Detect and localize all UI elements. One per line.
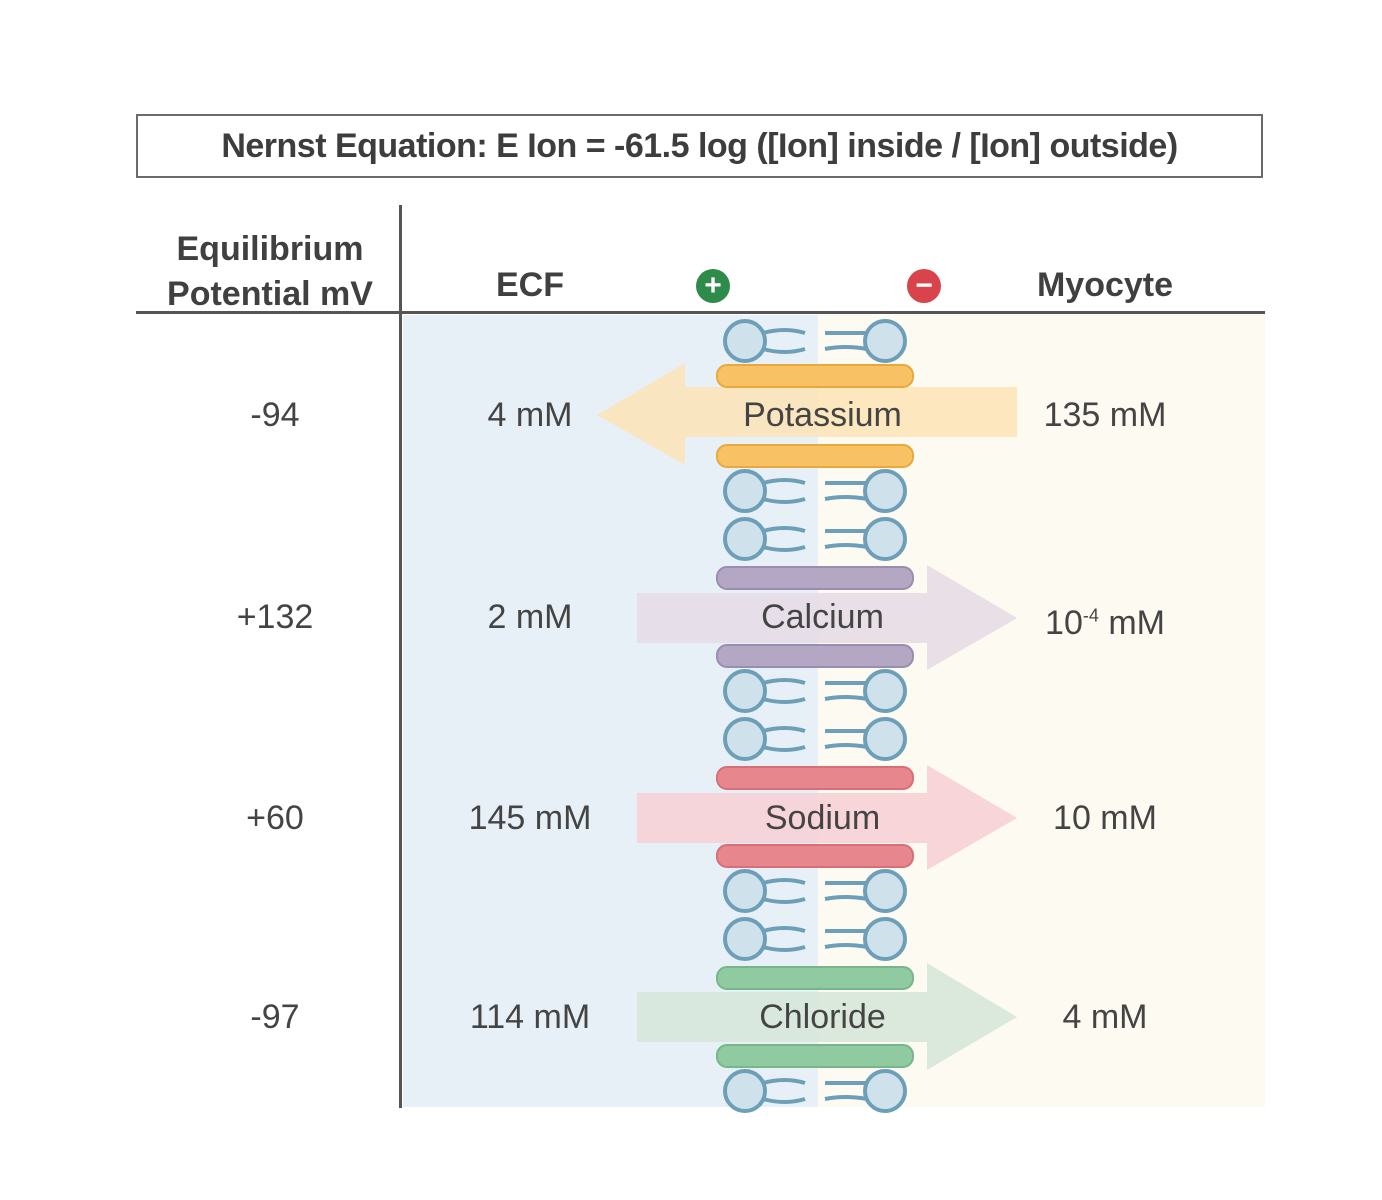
header-line-1: Equilibrium	[176, 230, 364, 268]
calcium-myocyte-base: 10	[1045, 604, 1083, 642]
nernst-equation-box: Nernst Equation: E Ion = -61.5 log ([Ion…	[136, 114, 1263, 178]
lipid-icon	[723, 917, 907, 961]
chloride-myocyte-concentration: 4 mM	[1062, 998, 1148, 1036]
lipid-icon	[723, 469, 907, 513]
potassium-potential: -94	[250, 396, 300, 434]
calcium-myocyte-unit: mM	[1098, 604, 1165, 642]
plus-charge-icon: +	[696, 269, 730, 303]
lipid-icon	[723, 717, 907, 761]
calcium-ecf-concentration: 2 mM	[487, 598, 573, 636]
calcium-label: Calcium	[761, 598, 884, 636]
header-divider	[136, 311, 1265, 314]
sodium-ecf-concentration: 145 mM	[468, 799, 592, 837]
lipid-icon	[723, 669, 907, 713]
lipid-icon	[723, 869, 907, 913]
header-line-2: Potential mV	[167, 275, 373, 313]
lipid-icon	[723, 1069, 907, 1113]
nernst-equation-text: Nernst Equation: E Ion = -61.5 log ([Ion…	[221, 126, 1178, 165]
column-divider	[399, 205, 402, 1108]
calcium-myocyte-concentration: 10-4 mM	[1000, 604, 1210, 643]
calcium-channel-icon	[637, 565, 1017, 670]
calcium-myocyte-exponent: -4	[1082, 605, 1099, 626]
potassium-channel-icon	[597, 363, 1017, 468]
cell-membrane-diagram	[597, 319, 1017, 1113]
lipid-icon	[723, 517, 907, 561]
minus-charge-icon: −	[907, 269, 941, 303]
calcium-potential: +132	[236, 598, 314, 636]
lipid-icon	[723, 319, 907, 363]
chloride-ecf-concentration: 114 mM	[469, 998, 591, 1036]
potassium-ecf-concentration: 4 mM	[487, 396, 573, 434]
sodium-myocyte-concentration: 10 mM	[1053, 799, 1157, 837]
chloride-label: Chloride	[759, 998, 886, 1036]
potassium-label: Potassium	[743, 396, 902, 434]
ecf-header: ECF	[496, 266, 564, 304]
chloride-potential: -97	[250, 998, 300, 1036]
sodium-potential: +60	[246, 799, 304, 837]
sodium-channel-icon	[637, 765, 1017, 870]
potassium-myocyte-concentration: 135 mM	[1043, 396, 1167, 434]
myocyte-header: Myocyte	[1036, 266, 1174, 304]
equilibrium-potential-header: Equilibrium Potential mV	[140, 220, 400, 312]
sodium-label: Sodium	[764, 799, 881, 837]
chloride-channel-icon	[637, 963, 1017, 1070]
